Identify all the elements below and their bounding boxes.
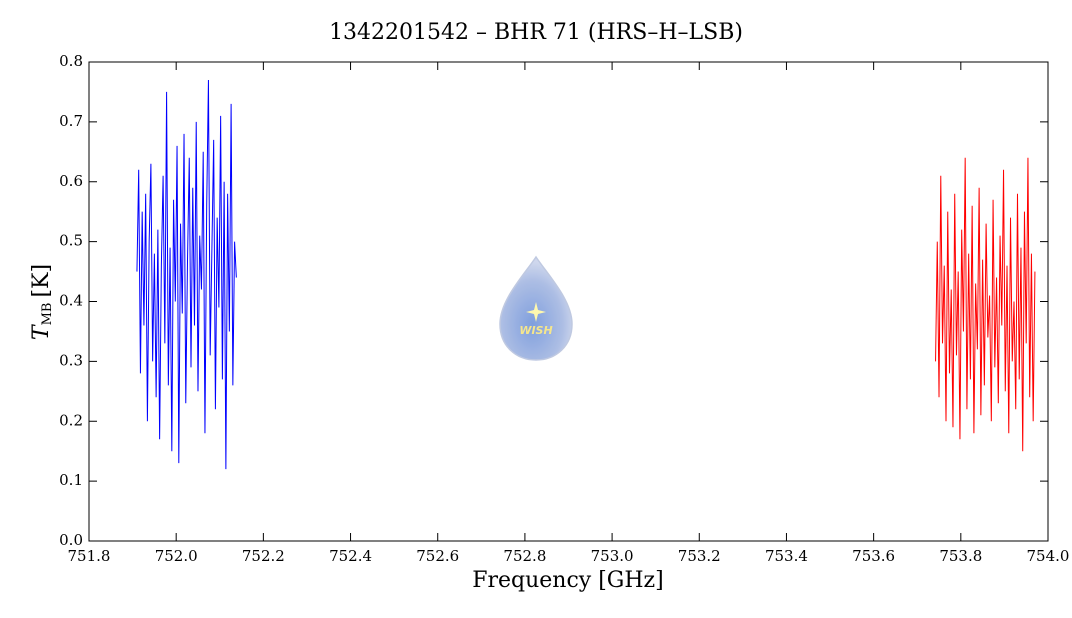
y-tick-label: 0.8 bbox=[59, 52, 83, 70]
logo: WISH bbox=[499, 255, 573, 361]
x-tick-label: 753.2 bbox=[678, 547, 721, 565]
x-tick-label: 753.4 bbox=[765, 547, 808, 565]
y-tick-label: 0.3 bbox=[59, 351, 83, 369]
y-tick-label: 0.0 bbox=[59, 531, 83, 549]
x-tick-label: 752.8 bbox=[503, 547, 546, 565]
x-tick-label: 753.0 bbox=[591, 547, 634, 565]
spectrum-line bbox=[136, 79, 237, 470]
x-tick-label: 751.8 bbox=[68, 547, 111, 565]
y-tick-label: 0.6 bbox=[59, 172, 83, 190]
x-tick-label: 752.4 bbox=[329, 547, 372, 565]
logo-text: WISH bbox=[519, 324, 552, 337]
x-tick-label: 754.0 bbox=[1027, 547, 1070, 565]
chart-title: 1342201542 – BHR 71 (HRS–H–LSB) bbox=[329, 20, 743, 45]
y-axis-label: TMB [K] bbox=[29, 264, 55, 340]
y-label-unit: [K] bbox=[29, 264, 54, 298]
x-tick-label: 752.0 bbox=[155, 547, 198, 565]
plot-frame bbox=[88, 61, 1049, 542]
y-tick-label: 0.5 bbox=[59, 232, 83, 250]
x-tick-label: 752.6 bbox=[416, 547, 459, 565]
x-tick-label: 753.6 bbox=[852, 547, 895, 565]
x-tick-label: 752.2 bbox=[242, 547, 285, 565]
y-tick-label: 0.7 bbox=[59, 112, 83, 130]
y-label-subscript: MB bbox=[40, 303, 55, 326]
y-label-symbol: T bbox=[29, 323, 54, 340]
x-axis-label: Frequency [GHz] bbox=[472, 568, 664, 593]
y-tick-label: 0.1 bbox=[59, 471, 83, 489]
logo-star bbox=[526, 302, 546, 322]
x-tick-label: 753.8 bbox=[939, 547, 982, 565]
y-tick-label: 0.2 bbox=[59, 411, 83, 429]
spectrum-line bbox=[935, 157, 1036, 452]
y-tick-label: 0.4 bbox=[59, 292, 83, 310]
